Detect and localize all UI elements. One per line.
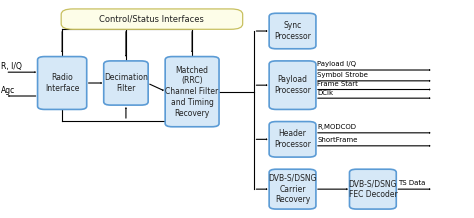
Text: Payload
Processor: Payload Processor	[274, 75, 311, 95]
FancyBboxPatch shape	[165, 57, 219, 127]
Text: Header
Processor: Header Processor	[274, 129, 311, 149]
Text: DVB-S/DSNG
FEC Decoder: DVB-S/DSNG FEC Decoder	[348, 179, 397, 199]
Text: ShortFrame: ShortFrame	[318, 137, 358, 143]
Text: Sync
Processor: Sync Processor	[274, 21, 311, 41]
Text: DCIk: DCIk	[318, 90, 334, 96]
Text: DVB-S/DSNG
Carrier
Recovery: DVB-S/DSNG Carrier Recovery	[268, 174, 317, 204]
Text: R,MODCOD: R,MODCOD	[318, 124, 356, 130]
Text: Control/Status Interfaces: Control/Status Interfaces	[100, 15, 204, 24]
FancyBboxPatch shape	[104, 61, 148, 105]
FancyBboxPatch shape	[269, 13, 316, 49]
Text: Decimation
Filter: Decimation Filter	[104, 73, 148, 93]
Text: Agc: Agc	[0, 86, 15, 95]
Text: Radio
Interface: Radio Interface	[45, 73, 79, 93]
Text: Payload I/Q: Payload I/Q	[318, 61, 356, 67]
Text: R, I/Q: R, I/Q	[0, 62, 22, 71]
Text: Symbol Strobe: Symbol Strobe	[318, 72, 368, 78]
Text: TS Data: TS Data	[398, 180, 425, 186]
FancyBboxPatch shape	[37, 57, 87, 109]
Text: Frame Start: Frame Start	[318, 81, 358, 87]
FancyBboxPatch shape	[269, 169, 316, 209]
FancyBboxPatch shape	[269, 61, 316, 109]
FancyBboxPatch shape	[61, 9, 243, 29]
FancyBboxPatch shape	[269, 122, 316, 157]
FancyBboxPatch shape	[349, 169, 396, 209]
Text: Matched
(RRC)
Channel Filter
and Timing
Recovery: Matched (RRC) Channel Filter and Timing …	[165, 66, 219, 118]
